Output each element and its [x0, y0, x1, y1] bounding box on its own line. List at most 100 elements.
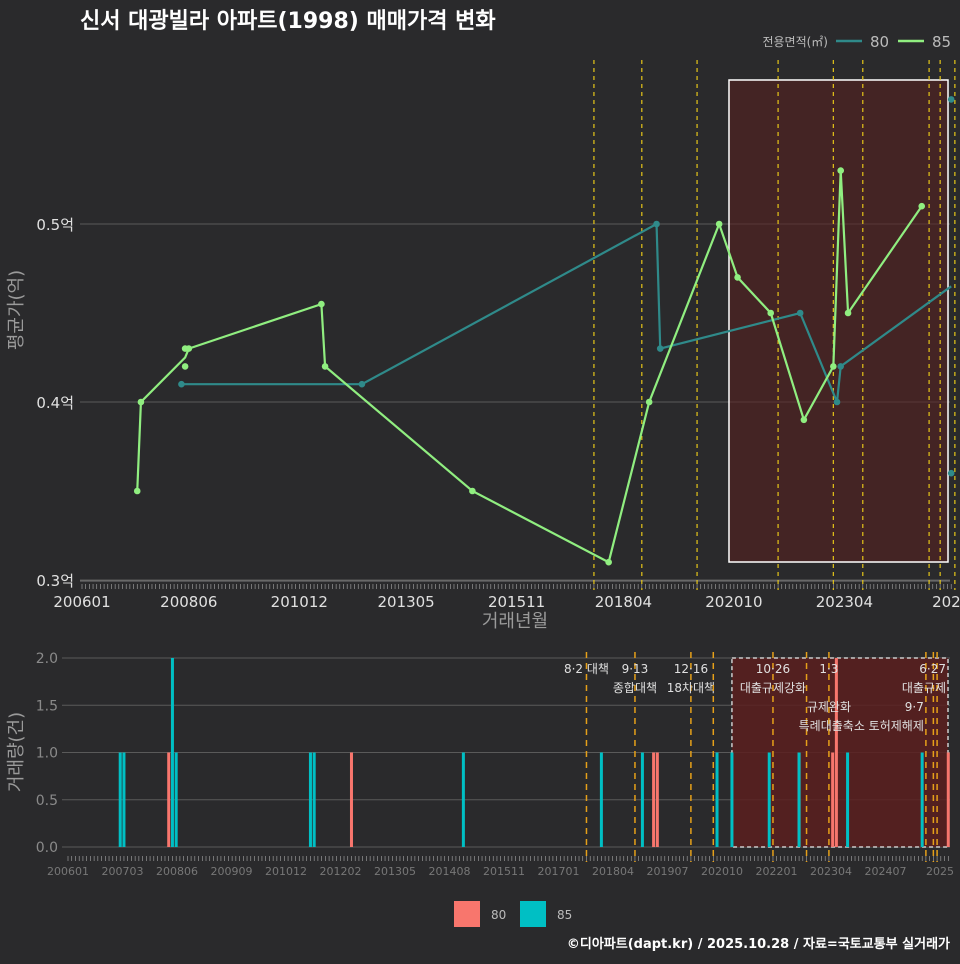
x-tick-label: 2025: [932, 593, 960, 611]
legend-label-80: 80: [491, 908, 506, 922]
x-tick-label: 201511: [488, 593, 545, 611]
x-tick-label: 201804: [592, 865, 634, 878]
data-point-85: [837, 167, 844, 174]
x-tick-label: 201305: [377, 593, 434, 611]
event-label: 규제완화: [807, 700, 851, 714]
event-date: 10·26: [756, 662, 790, 676]
legend-swatch-85: [520, 901, 546, 927]
bar-85: [715, 752, 719, 847]
data-point-80: [833, 398, 841, 406]
x-tick-label: 202304: [816, 593, 873, 611]
x-tick-label: 201701: [538, 865, 580, 878]
legend-label-80: 80: [870, 33, 889, 51]
data-point-85: [734, 274, 741, 281]
legend-title: 전용면적(㎡): [762, 35, 828, 49]
x-tick-label: 202010: [705, 593, 762, 611]
event-label: 18차대책: [667, 680, 715, 695]
data-point-80: [796, 309, 804, 317]
bar-80: [167, 752, 171, 847]
data-point-85: [469, 487, 476, 495]
data-point-85: [321, 363, 329, 370]
x-axis-title: 거래년월: [482, 611, 548, 632]
y-tick-label: 1.5: [36, 698, 58, 714]
x-tick-label: 201907: [647, 865, 689, 878]
data-point-80: [358, 380, 366, 388]
data-point-80: [653, 220, 660, 228]
bar-80: [349, 752, 353, 847]
y-tick-label: 0.0: [36, 840, 58, 856]
data-point-85: [918, 202, 926, 210]
bar-85: [122, 752, 126, 847]
bar-85: [920, 752, 924, 847]
y-tick-label: 0.3억: [36, 572, 74, 590]
bar-85: [461, 752, 465, 847]
bar-80: [655, 752, 659, 847]
bar-85: [118, 752, 122, 847]
legend-label-85: 85: [932, 33, 951, 51]
highlight-region: [728, 79, 949, 563]
event-date: 6·27: [919, 662, 946, 676]
bar-85: [640, 752, 644, 847]
legend-swatch-80: [454, 901, 480, 927]
x-tick-label: 201408: [429, 865, 471, 878]
x-tick-label: 201012: [271, 593, 328, 611]
bar-85: [767, 752, 771, 847]
bar-85: [170, 658, 174, 847]
event-date: 1·3: [819, 662, 838, 676]
x-tick-label: 200601: [53, 593, 110, 611]
data-point-80: [178, 380, 185, 388]
event-date: 12·16: [674, 662, 708, 676]
data-point-85: [181, 363, 189, 370]
legend-label-85: 85: [557, 908, 572, 922]
bar-85: [730, 752, 734, 847]
chart-title: 신서 대광빌라 아파트(1998) 매매가격 변화: [80, 9, 496, 34]
x-tick-label: 202201: [756, 865, 798, 878]
y-axis-title: 평균가(억): [6, 270, 27, 350]
bar-80: [652, 752, 656, 847]
bar-80: [834, 658, 838, 847]
x-tick-label: 201202: [320, 865, 362, 878]
x-tick-label: 202407: [865, 865, 907, 878]
data-point-85: [830, 363, 837, 370]
bar-85: [797, 752, 801, 847]
data-point-85: [800, 416, 808, 424]
event-label: 특례대출축소 토허제해제: [799, 719, 924, 733]
footer-credit: ©디아파트(dapt.kr) / 2025.10.28 / 자료=국토교통부 실…: [567, 936, 950, 952]
y-tick-label: 2.0: [36, 651, 58, 667]
x-tick-label: 201804: [595, 593, 652, 611]
y-tick-label: 0.5: [36, 793, 58, 809]
x-tick-label: 201511: [483, 865, 525, 878]
data-point-80: [656, 345, 664, 352]
event-label: 대출규제: [902, 681, 946, 695]
event-label: 종합대책: [613, 680, 657, 695]
data-point-80: [947, 469, 955, 477]
y-tick-label: 0.4억: [36, 394, 74, 412]
x-tick-label: 2025: [926, 865, 954, 878]
data-point-85: [645, 398, 653, 406]
event-date: 8·2 대책: [564, 661, 609, 676]
x-tick-label: 202304: [810, 865, 852, 878]
x-tick-label: 200806: [156, 865, 198, 878]
series-line-80: [181, 222, 952, 403]
bar-85: [312, 752, 316, 847]
x-tick-label: 200703: [102, 865, 144, 878]
x-tick-label: 201305: [374, 865, 416, 878]
event-label: 대출규제강화: [740, 681, 806, 695]
y-tick-label: 0.5억: [36, 216, 74, 234]
data-point-85: [605, 558, 612, 566]
bar-85: [174, 752, 178, 847]
data-point-80: [947, 96, 955, 103]
bar-85: [846, 752, 850, 847]
data-point-85: [185, 345, 193, 352]
x-tick-label: 201012: [265, 865, 307, 878]
y-axis-title: 거래량(건): [6, 712, 27, 792]
data-point-85: [133, 487, 141, 495]
x-tick-label: 200806: [160, 593, 217, 611]
data-point-85: [137, 398, 145, 406]
data-point-85: [767, 309, 775, 317]
bar-85: [599, 752, 603, 847]
bar-80: [831, 752, 835, 847]
data-point-85: [715, 220, 723, 228]
x-tick-label: 200601: [47, 865, 89, 878]
